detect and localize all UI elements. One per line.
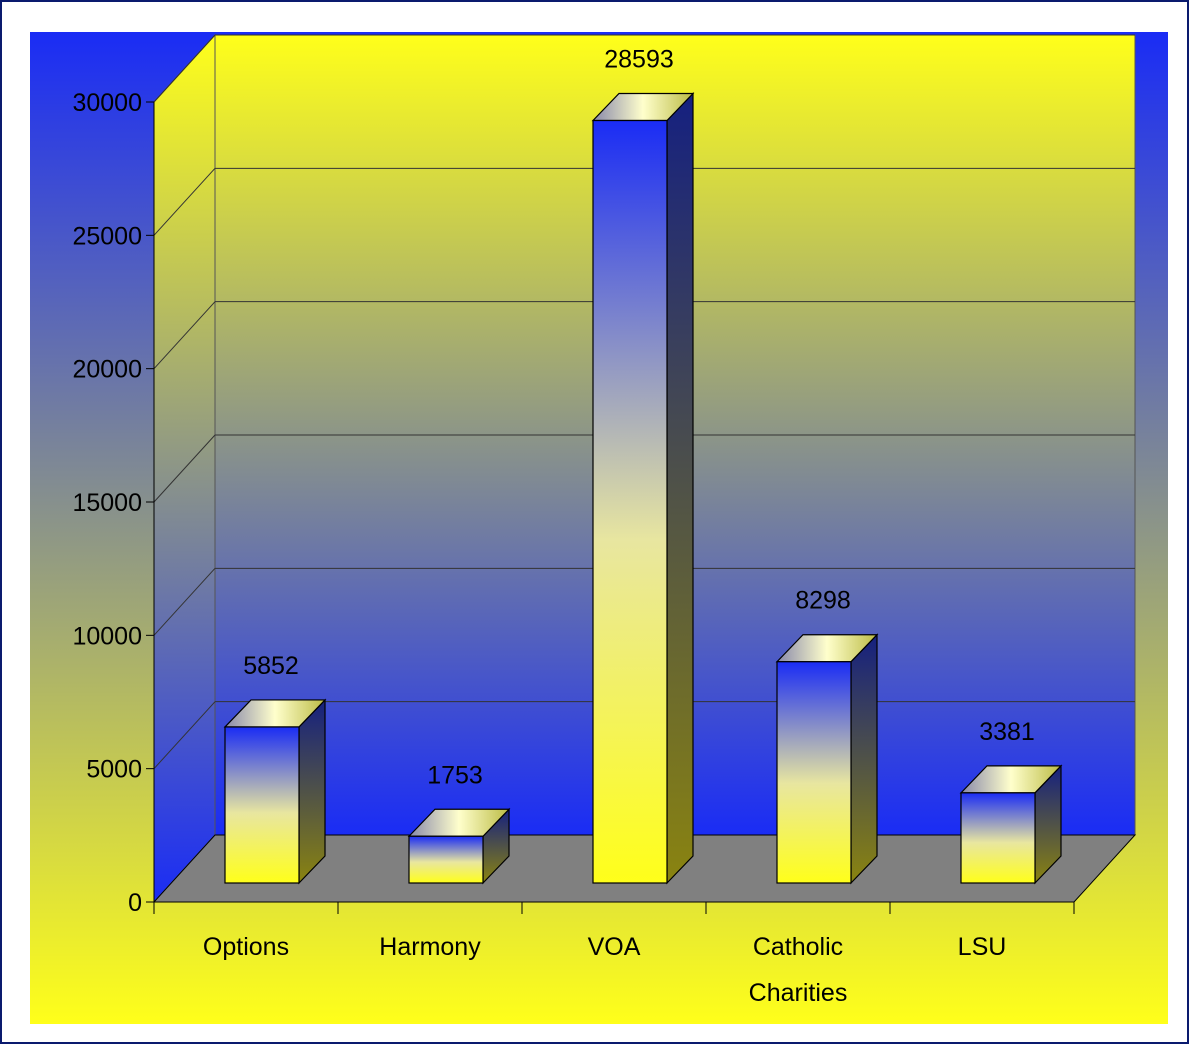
data-label: 5852 [243,652,299,680]
data-label: 1753 [427,761,483,789]
bar [777,635,877,883]
x-tick-label: Options [203,933,289,961]
bar [225,700,325,883]
y-tick-label: 10000 [72,622,142,650]
bar-front [777,662,851,883]
data-label: 28593 [604,46,674,74]
y-tick-label: 5000 [86,756,142,784]
bar [593,94,693,883]
x-tick-label: Harmony [379,933,481,961]
bar-front [961,793,1035,883]
bar-front [593,121,667,883]
bar [409,809,509,883]
bar-side [851,635,877,883]
bar-front [225,727,299,883]
bar-front [409,836,483,883]
bar [961,766,1061,883]
y-tick-label: 0 [128,889,142,917]
data-label: 3381 [979,718,1035,746]
x-tick-label: LSU [958,933,1007,961]
bar-side [299,700,325,883]
y-tick-label: 25000 [72,222,142,250]
bar-side [667,94,693,883]
data-label: 8298 [795,587,851,615]
y-tick-label: 15000 [72,489,142,517]
y-tick-label: 20000 [72,356,142,384]
y-tick-label: 30000 [72,89,142,117]
x-tick-label: VOA [588,933,641,961]
